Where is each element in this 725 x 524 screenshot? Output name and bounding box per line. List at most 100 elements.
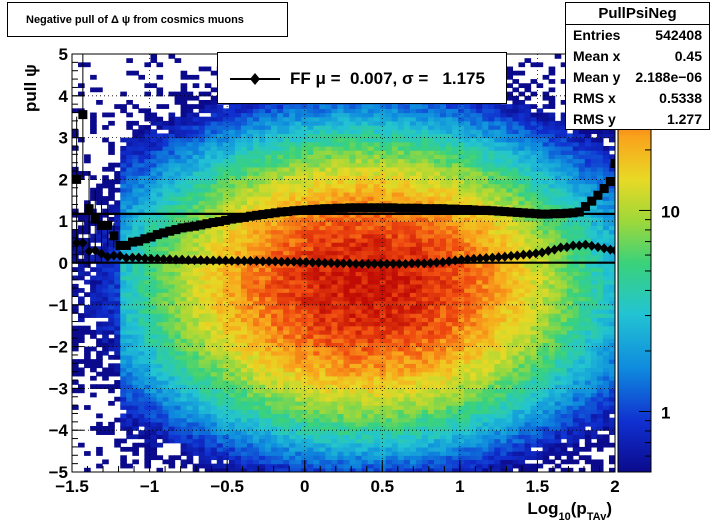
rms-point [109, 231, 119, 241]
x-axis-label: Log10(pTAv) [527, 499, 612, 523]
rms-point [610, 159, 615, 169]
rms-point [587, 196, 597, 206]
plot-title: Negative pull of Δ ψ from cosmics muons [26, 13, 244, 26]
rms-point [494, 206, 504, 216]
mean-point [469, 253, 479, 264]
rms-point [543, 209, 553, 219]
mean-point [258, 256, 268, 267]
rms-point [351, 203, 361, 213]
mean-point [314, 257, 324, 268]
rms-point [103, 220, 113, 230]
mean-point [78, 237, 88, 248]
rms-point [270, 208, 280, 218]
rms-point [121, 240, 131, 250]
mean-point [370, 258, 380, 269]
mean-point [581, 239, 591, 250]
mean-point [512, 250, 522, 261]
rms-point [382, 203, 392, 213]
rms-point [245, 211, 255, 221]
rms-point [475, 205, 485, 215]
rms-point [140, 234, 150, 244]
x-tick-label: −1 [140, 477, 159, 496]
y-tick-label: 0 [59, 254, 68, 273]
rms-point [159, 228, 169, 238]
rms-point [326, 204, 336, 214]
y-tick-label: −3 [49, 379, 68, 398]
colorbar-tick-label: 10 [661, 202, 680, 221]
mean-point [425, 258, 435, 268]
y-axis-label: pull ψ [21, 64, 40, 112]
mean-point [326, 258, 336, 268]
y-tick-label: 2 [59, 170, 68, 189]
y-tick-label: 5 [59, 45, 68, 64]
rms-point [549, 209, 559, 219]
y-tick-label: 4 [59, 87, 69, 106]
mean-point [568, 240, 578, 251]
rms-point [152, 230, 162, 240]
rms-point [438, 204, 448, 214]
rms-point [301, 205, 311, 215]
rms-point [581, 202, 591, 212]
mean-point [450, 255, 460, 266]
mean-point [202, 255, 212, 266]
rms-point [363, 203, 373, 213]
mean-point [438, 257, 448, 268]
rms-point [605, 176, 615, 186]
plot-title-box: Negative pull of Δ ψ from cosmics muons [7, 2, 288, 37]
mean-point [475, 253, 485, 264]
mean-point [276, 256, 286, 267]
rms-point [432, 204, 442, 214]
mean-point [481, 252, 491, 263]
mean-point [146, 253, 156, 264]
rms-point [196, 220, 206, 230]
profile-series [72, 54, 615, 269]
mean-point [525, 249, 535, 260]
rms-point [339, 203, 348, 213]
mean-point [134, 252, 144, 263]
x-tick-label: 1.5 [526, 477, 550, 496]
rms-point [208, 217, 218, 227]
rms-point [252, 210, 262, 220]
y-tick-label: 3 [59, 129, 68, 148]
mean-point [270, 256, 280, 267]
rms-point [264, 209, 274, 219]
mean-point [382, 258, 392, 269]
rms-point [401, 203, 411, 213]
mean-point [221, 255, 231, 266]
mean-point [283, 256, 293, 267]
mean-point [401, 258, 411, 269]
rms-point [463, 204, 473, 214]
mean-point [245, 255, 255, 266]
mean-point [159, 254, 169, 265]
mean-point [500, 251, 510, 262]
mean-point [487, 252, 497, 263]
rms-point [593, 190, 603, 200]
y-tick-label: 1 [59, 212, 68, 231]
y-tick-label: −1 [49, 296, 68, 315]
mean-point [208, 255, 218, 266]
axis-ticks [71, 53, 616, 473]
mean-point [165, 254, 175, 265]
rms-point [221, 215, 231, 225]
x-tick-label: −1.5 [55, 477, 89, 496]
rms-point [376, 203, 386, 213]
mean-point [289, 256, 299, 267]
x-tick-label: 0 [300, 477, 309, 496]
mean-point [587, 240, 597, 251]
mean-point [463, 254, 473, 265]
mean-point [103, 251, 113, 262]
x-tick-label: −0.5 [210, 477, 244, 496]
mean-point [357, 258, 367, 269]
mean-point [252, 255, 262, 266]
rms-point [115, 240, 125, 250]
mean-point [351, 258, 361, 269]
rms-point [239, 212, 249, 222]
mean-point [456, 254, 466, 265]
mean-point [301, 257, 311, 268]
mean-point [320, 258, 330, 268]
mean-point [432, 257, 442, 268]
mean-point [419, 258, 429, 269]
y-tick-label: −5 [49, 463, 68, 482]
mean-point [562, 242, 572, 253]
rms-point [531, 209, 541, 219]
